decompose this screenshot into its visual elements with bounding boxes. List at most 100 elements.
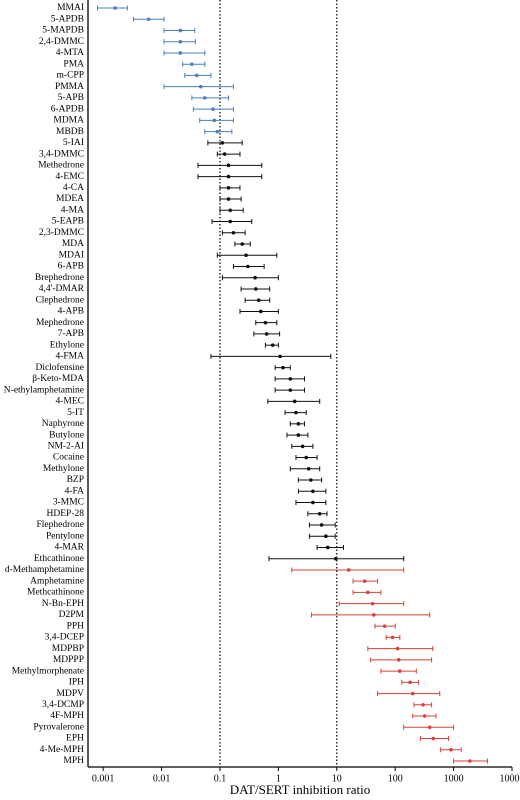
point [215, 129, 220, 134]
category-label: 3,4-DMMC [39, 149, 84, 159]
category-label: PMMA [55, 82, 84, 92]
x-tick-label: 0.1 [214, 773, 227, 784]
point [311, 489, 315, 494]
point [309, 478, 313, 482]
point [231, 230, 236, 235]
point [178, 28, 183, 33]
point [228, 219, 233, 224]
point [178, 51, 183, 55]
category-label: 4-EMC [56, 172, 85, 182]
category-label: β-Keto-MDA [32, 374, 84, 384]
category-label: 5-EAPB [52, 217, 84, 227]
category-label: Ethylone [50, 340, 84, 350]
category-label: MDEA [56, 194, 84, 204]
category-label: Diclofensine [35, 362, 84, 373]
category-label: 5-APDB [51, 14, 84, 24]
point [256, 298, 261, 303]
point [178, 39, 183, 44]
category-label: 4,4'-DMAR [39, 284, 85, 294]
category-label: Clephedrone [35, 295, 84, 305]
point [395, 646, 400, 651]
category-label: 3,4-DCMP [42, 700, 84, 710]
category-label: D2PM [59, 610, 85, 620]
category-label: 4-APB [58, 307, 84, 317]
point [258, 309, 263, 314]
category-label: Butylone [49, 430, 84, 440]
category-label: 5-IAI [63, 138, 84, 148]
point [421, 703, 425, 707]
point [226, 163, 231, 168]
point [317, 511, 322, 516]
x-tick-label: 0.01 [153, 773, 171, 784]
point [382, 624, 387, 628]
category-label: IPH [69, 678, 84, 688]
category-label: 4-CA [63, 183, 84, 193]
category-label: PPH [67, 621, 85, 631]
category-label: 4-FMA [55, 352, 84, 362]
category-label: MDPBP [52, 644, 84, 654]
category-label: 4-FA [65, 486, 84, 496]
category-label: 4-MA [61, 205, 84, 215]
category-label: Methylone [43, 464, 84, 474]
category-label: 7-APB [58, 329, 84, 339]
category-label: MDMA [53, 116, 84, 126]
point [431, 736, 436, 741]
category-label: Flephedrone [37, 520, 85, 530]
point [371, 613, 376, 617]
category-label: 6-APB [58, 262, 84, 272]
point [226, 174, 231, 179]
category-label: Brephedrone [35, 273, 84, 283]
point [398, 669, 402, 673]
point [203, 96, 207, 100]
category-label: Pyrovalerone [33, 722, 84, 732]
category-label: Naphyrone [42, 419, 84, 429]
point [311, 500, 315, 505]
point [211, 107, 215, 111]
point [281, 365, 285, 370]
point [449, 747, 453, 752]
point [300, 444, 305, 449]
point [346, 568, 351, 572]
category-label: Methylmorphenate [12, 666, 84, 676]
point [296, 433, 301, 437]
point [190, 62, 194, 66]
category-label: HDEP-28 [47, 509, 85, 519]
point [244, 253, 248, 258]
point [113, 6, 117, 10]
point [468, 759, 472, 763]
point [427, 725, 432, 730]
point [194, 73, 199, 78]
point [304, 455, 309, 460]
category-label: N-ethylamphetamine [4, 385, 84, 395]
point [294, 410, 298, 415]
point [362, 579, 367, 583]
category-label: Pentylone [46, 531, 84, 541]
category-label: d-Methamphetamine [5, 565, 84, 575]
category-label: Cocaine [53, 453, 84, 463]
category-label: 4-MEC [56, 397, 85, 407]
point [220, 141, 225, 145]
category-label: 5-MAPDB [42, 26, 84, 36]
point [325, 545, 330, 550]
point [240, 242, 244, 246]
point [296, 422, 301, 426]
category-label: m-CPP [57, 71, 84, 81]
category-label: 6-APDB [51, 104, 84, 114]
x-tick-label: 10 [332, 773, 342, 784]
category-label: Methcathinone [27, 588, 84, 598]
category-label: 2,3-DMMC [39, 228, 84, 238]
point [288, 377, 293, 381]
category-label: 4-MAR [54, 543, 84, 553]
category-label: 3-MMC [53, 498, 84, 508]
category-label: NM-2-AI [48, 442, 84, 452]
category-label: MMAI [57, 3, 84, 13]
point [246, 264, 250, 269]
x-tick-label: 0.001 [92, 773, 115, 784]
point [253, 287, 258, 291]
category-label: Ethcathinone [34, 554, 84, 564]
category-label: MDA [62, 239, 84, 249]
point [410, 691, 415, 696]
point [146, 17, 151, 22]
point [408, 680, 412, 685]
point [306, 466, 311, 471]
